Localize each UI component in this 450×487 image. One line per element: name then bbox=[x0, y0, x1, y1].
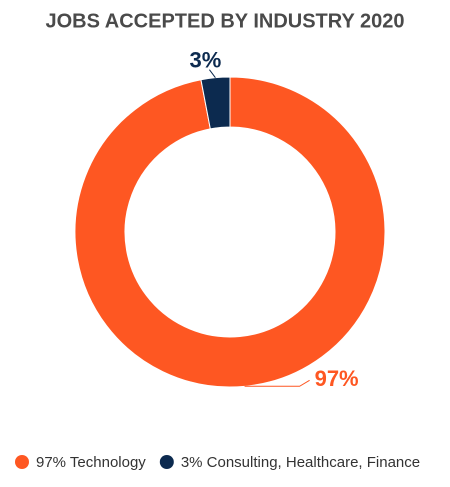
leader-line bbox=[209, 69, 216, 78]
legend-marker bbox=[15, 455, 29, 469]
slice bbox=[74, 76, 386, 388]
chart-title: JOBS ACCEPTED BY INDUSTRY 2020 bbox=[46, 10, 405, 32]
slice bbox=[200, 76, 231, 130]
legend-label: 3% Consulting, Healthcare, Finance bbox=[181, 454, 420, 471]
legend-marker bbox=[159, 455, 174, 469]
legend-label: 97% Technology bbox=[36, 454, 146, 471]
data-label: 3% bbox=[190, 48, 222, 73]
leader-line bbox=[244, 379, 310, 387]
data-label: 97% bbox=[315, 366, 359, 391]
